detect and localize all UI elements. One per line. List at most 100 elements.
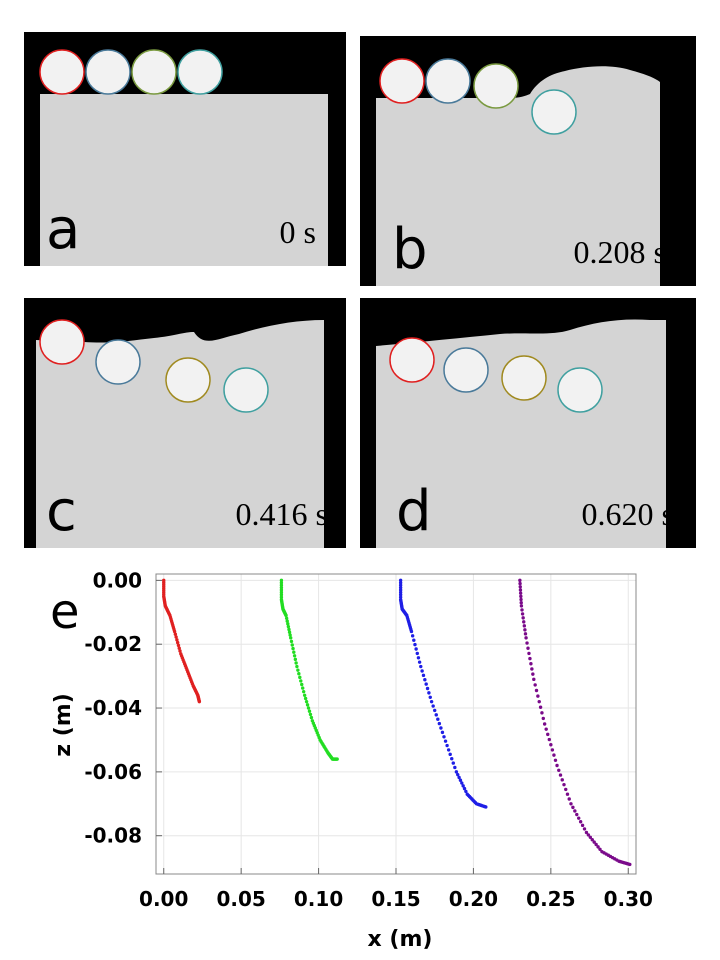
panel-d-time: 0.620 s xyxy=(581,496,674,532)
trajectory-point xyxy=(584,830,589,835)
trajectory-point xyxy=(518,588,523,592)
trajectory-point xyxy=(445,743,449,748)
series-2 xyxy=(398,578,488,809)
trajectory-point xyxy=(557,768,561,772)
trajectory-point xyxy=(429,699,434,704)
trajectory-point xyxy=(415,651,419,656)
trajectory-point xyxy=(464,789,468,794)
trajectory-point xyxy=(592,840,596,844)
trajectory-point xyxy=(520,608,524,612)
trajectory-point xyxy=(293,657,298,662)
trajectory-point xyxy=(300,682,304,687)
disk-blue xyxy=(131,49,177,95)
trajectory-point xyxy=(299,679,303,683)
series-0 xyxy=(162,578,202,704)
trajectory-point xyxy=(453,765,457,770)
trajectory-point xyxy=(416,656,421,660)
trajectory-point xyxy=(279,590,284,595)
disk-red xyxy=(379,58,425,104)
disk-green xyxy=(85,49,131,95)
trajectory-point xyxy=(398,581,403,585)
trajectory-point xyxy=(292,650,296,654)
trajectory-point xyxy=(553,758,558,763)
trajectory-point xyxy=(560,778,564,782)
trajectory-point xyxy=(172,629,177,634)
trajectory-point xyxy=(537,699,541,704)
panel-e-letter: e xyxy=(50,584,80,640)
trajectory-point xyxy=(522,624,527,628)
trajectory-point xyxy=(530,667,534,671)
trajectory-chart: e 0.00 0.05 0.10 0.15 0.20 0.25 0.30 0.00 -0.02 -… xyxy=(50,568,653,952)
trajectory-point xyxy=(279,578,284,583)
disk-blue xyxy=(473,63,519,109)
trajectory-point xyxy=(287,627,291,632)
trajectory-point xyxy=(303,696,308,701)
trajectory-point xyxy=(284,616,289,620)
trajectory-point xyxy=(413,642,417,647)
trajectory-point xyxy=(286,622,290,626)
trajectory-point xyxy=(450,757,454,761)
trajectory-point xyxy=(442,735,446,739)
trajectory-point xyxy=(288,633,292,637)
y-tick-label: 0.00 xyxy=(93,568,142,592)
trajectory-point xyxy=(279,585,284,590)
trajectory-point xyxy=(178,649,182,653)
disk-purple xyxy=(223,367,269,413)
trajectory-point xyxy=(518,581,522,586)
disk-purple xyxy=(531,89,577,135)
trajectory-point xyxy=(197,699,202,704)
trajectory-point xyxy=(436,717,440,721)
panel-a: a 0 s xyxy=(24,32,346,266)
trajectory-point xyxy=(417,660,422,664)
trajectory-point xyxy=(173,632,178,636)
trajectory-point xyxy=(290,643,294,647)
trajectory-point xyxy=(335,757,339,761)
chart-grid xyxy=(156,574,636,874)
x-tick-label: 0.30 xyxy=(604,887,653,911)
trajectory-point xyxy=(446,748,451,752)
x-tick-label: 0.05 xyxy=(216,887,265,911)
trajectory-point xyxy=(529,662,533,666)
trajectory-point xyxy=(409,629,414,634)
trajectory-point xyxy=(294,661,298,665)
trajectory-point xyxy=(279,595,284,599)
trajectory-point xyxy=(279,583,284,587)
panel-b-letter: b xyxy=(392,217,428,282)
disk-purple xyxy=(557,367,603,413)
trajectory-point xyxy=(177,646,181,650)
trajectory-point xyxy=(547,737,551,742)
y-axis-title: z (m) xyxy=(51,693,76,757)
trajectory-point xyxy=(536,694,540,698)
trajectory-point xyxy=(598,847,602,851)
panel-c-letter: c xyxy=(46,479,77,544)
trajectory-point xyxy=(575,812,579,817)
trajectory-point xyxy=(519,604,524,608)
trajectory-point xyxy=(427,691,431,695)
trajectory-point xyxy=(518,578,522,583)
trajectory-point xyxy=(549,743,553,747)
trajectory-point xyxy=(279,588,284,592)
trajectory-point xyxy=(546,732,550,737)
trajectory-point xyxy=(291,646,295,651)
trajectory-point xyxy=(582,827,587,831)
trajectory-point xyxy=(555,763,559,768)
trajectory-point xyxy=(588,835,593,839)
trajectory-point xyxy=(531,672,535,676)
trajectory-point xyxy=(398,578,403,583)
trajectory-point xyxy=(414,647,418,651)
trajectory-point xyxy=(424,682,428,686)
trajectory-point xyxy=(423,678,427,682)
trajectory-point xyxy=(564,787,568,792)
trajectory-point xyxy=(460,781,464,785)
series-3 xyxy=(518,578,632,867)
panel-d-letter: d xyxy=(396,479,432,544)
trajectory-point xyxy=(285,619,289,623)
x-tick-label: 0.00 xyxy=(139,887,188,911)
trajectory-point xyxy=(289,639,294,644)
trajectory-point xyxy=(305,703,310,707)
trajectory-point xyxy=(174,635,178,639)
x-axis-title: x (m) xyxy=(368,927,433,952)
trajectory-point xyxy=(289,636,293,640)
y-tick-label: -0.02 xyxy=(84,632,142,656)
panel-c-time: 0.416 s xyxy=(235,496,328,532)
